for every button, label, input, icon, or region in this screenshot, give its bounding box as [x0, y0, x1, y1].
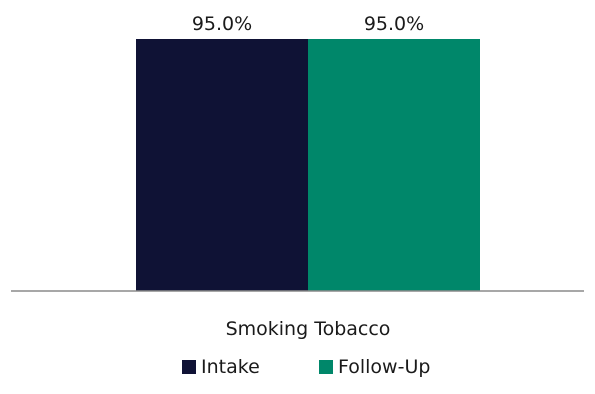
legend-swatch-intake: [182, 360, 196, 374]
data-label-intake: 95.0%: [192, 13, 252, 35]
data-labels-layer: 95.0% 95.0%: [192, 13, 424, 35]
category-label: Smoking Tobacco: [226, 318, 391, 340]
legend-label-intake: Intake: [201, 356, 260, 378]
bar-intake: [136, 39, 308, 291]
bars-layer: [136, 39, 480, 291]
bar-follow-up: [308, 39, 480, 291]
legend: Intake Follow-Up: [182, 356, 430, 378]
data-label-follow-up: 95.0%: [364, 13, 424, 35]
category-labels-layer: Smoking Tobacco: [226, 318, 391, 340]
legend-label-follow-up: Follow-Up: [338, 356, 430, 378]
legend-swatch-follow-up: [319, 360, 333, 374]
